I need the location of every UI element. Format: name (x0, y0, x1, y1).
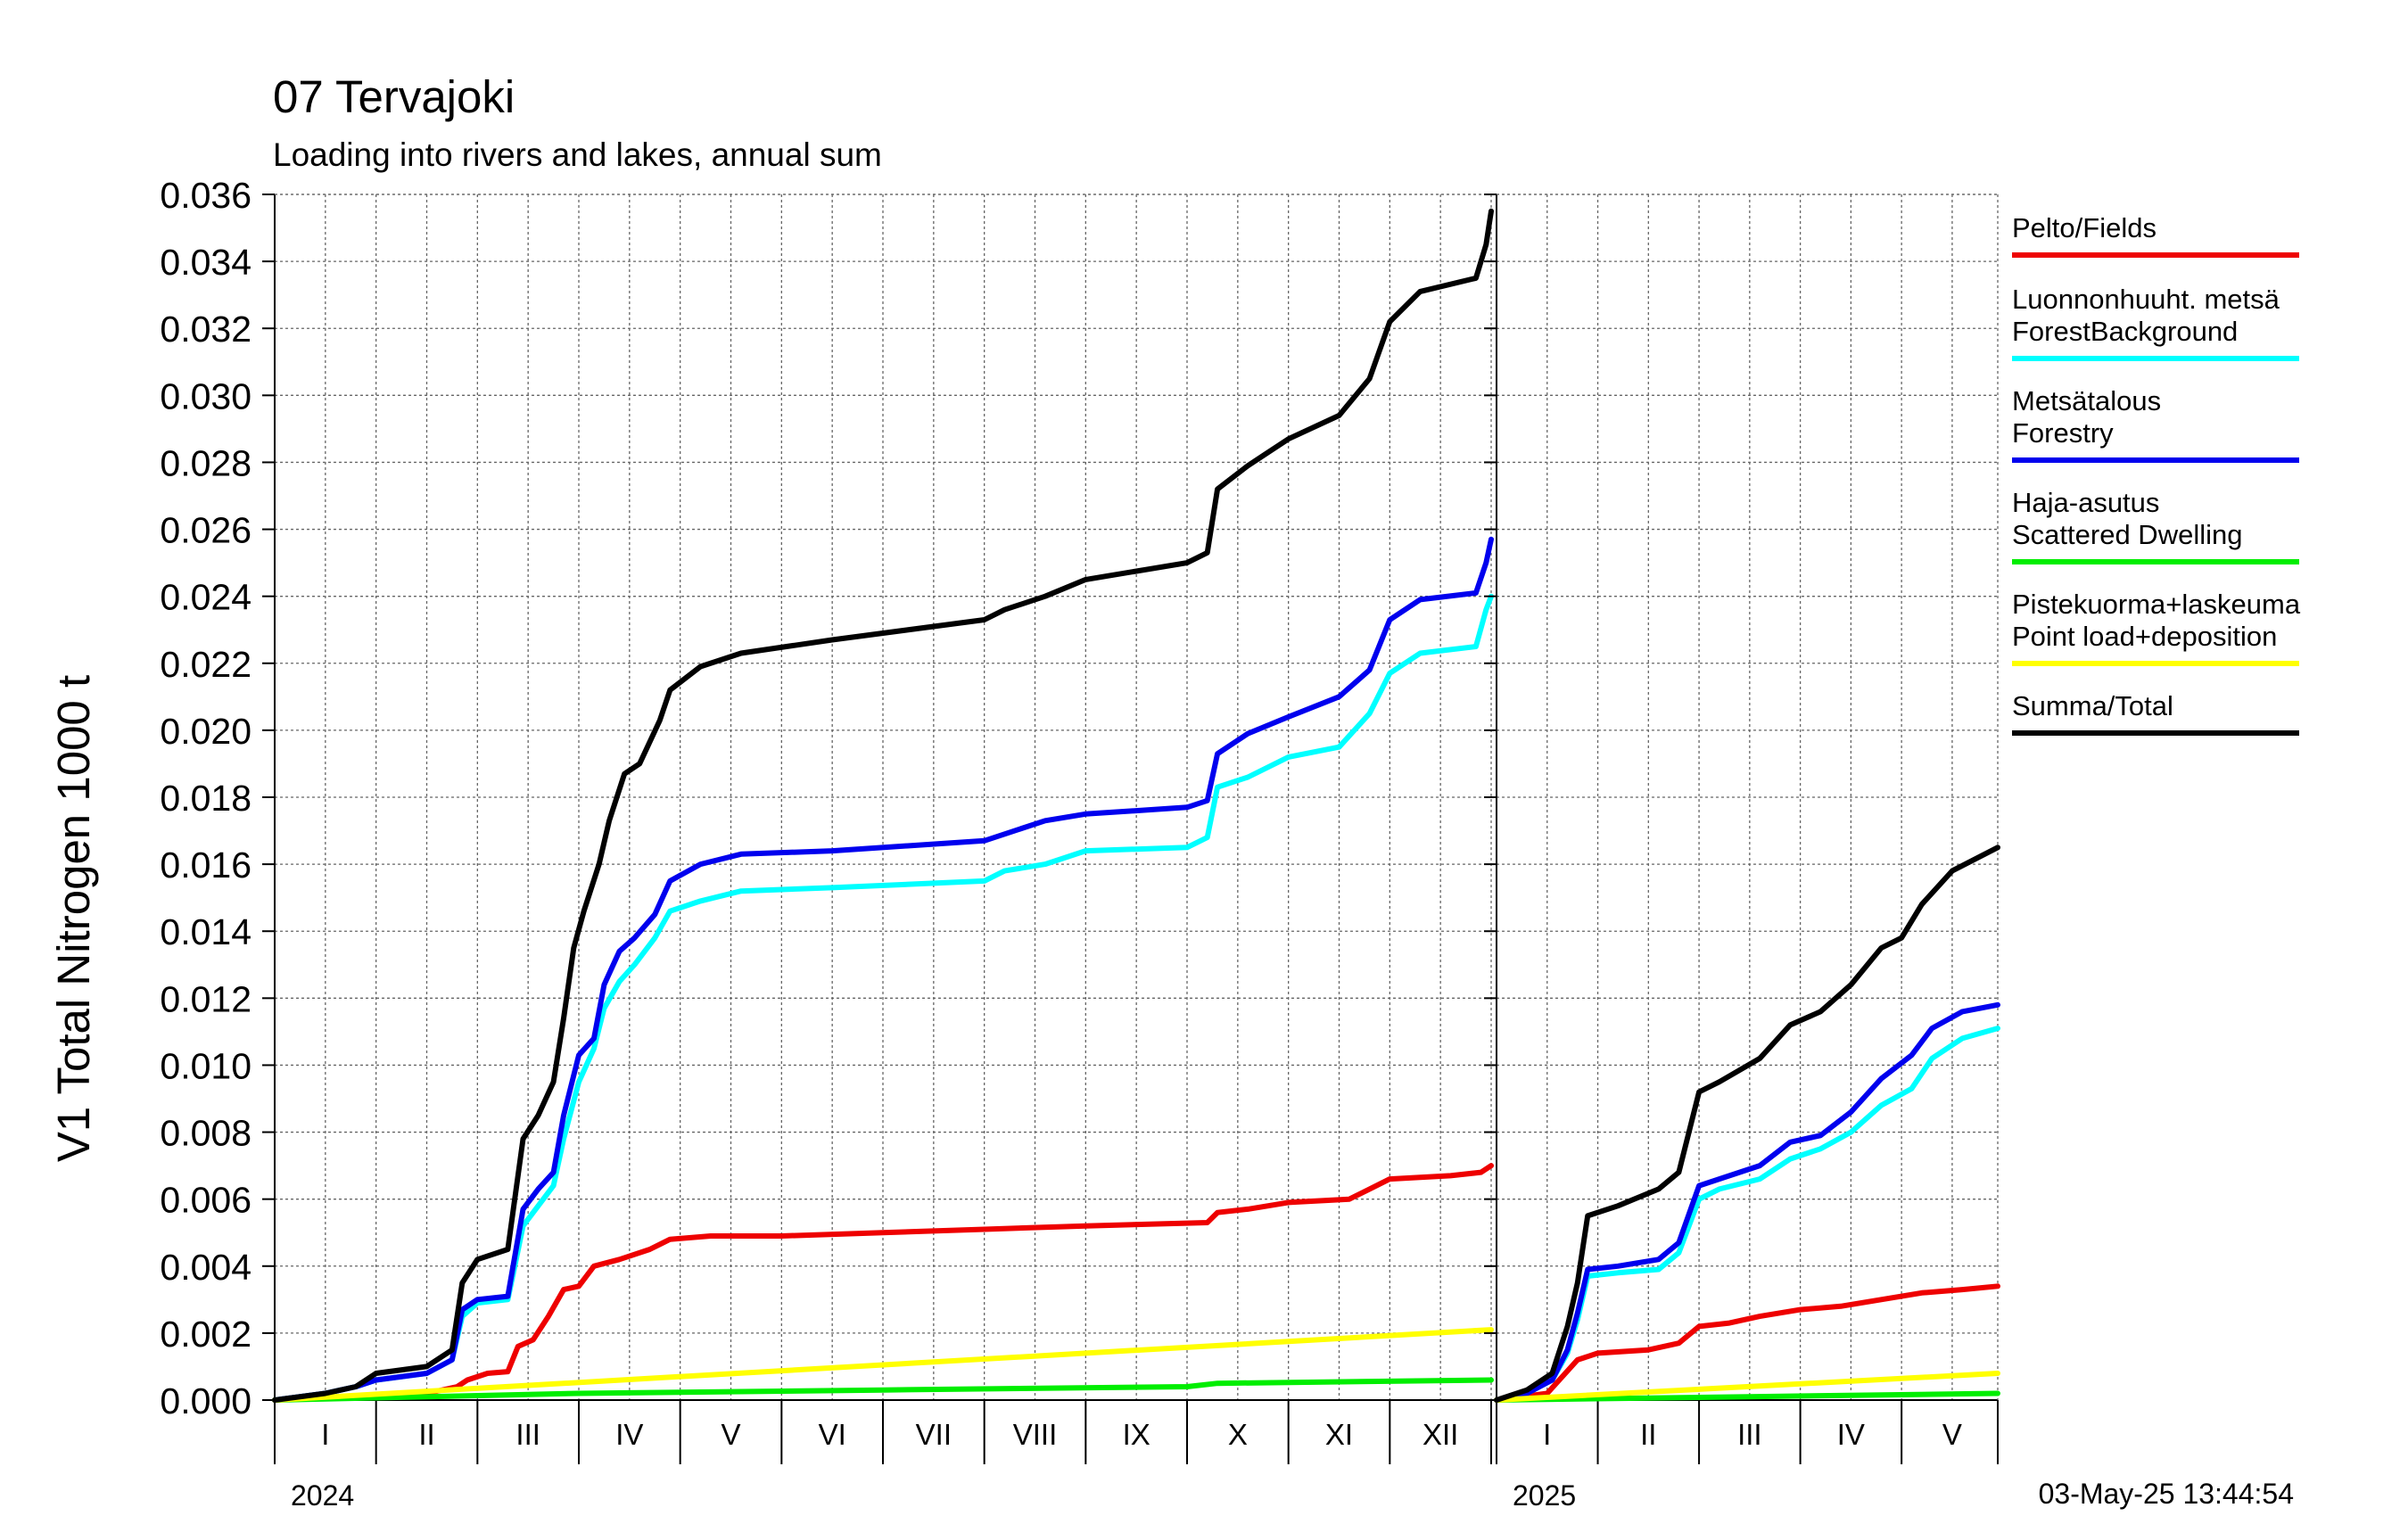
y-tick-label: 0.034 (160, 242, 252, 283)
legend-label-line: Haja-asutus (2012, 487, 2159, 518)
y-tick-label: 0.004 (160, 1247, 252, 1288)
month-label: III (515, 1418, 540, 1451)
legend-label-line: Pelto/Fields (2012, 212, 2156, 243)
month-label: IV (1837, 1418, 1865, 1451)
plot-layer: I II III IV V VI VII VIII IX X XI XII20240.0000.002… (160, 175, 2000, 1512)
y-tick-label: 0.010 (160, 1045, 252, 1086)
chart-title: 07 Tervajoki (273, 71, 515, 122)
month-label: II (1640, 1418, 1656, 1451)
month-label: II (418, 1418, 434, 1451)
month-label: V (1942, 1418, 1962, 1451)
series-line-2-2025 (1494, 1001, 2000, 1403)
month-label: VII (916, 1418, 952, 1451)
y-tick-label: 0.026 (160, 510, 252, 551)
year-label: 2025 (1513, 1479, 1576, 1512)
legend-label-line: Luonnonhuuht. metsä (2012, 284, 2280, 315)
y-tick-label: 0.006 (160, 1180, 252, 1221)
month-label: I (321, 1418, 329, 1451)
legend-label-line: Summa/Total (2012, 690, 2173, 721)
month-label: VI (819, 1418, 846, 1451)
series-line-5-2024 (272, 208, 1494, 1403)
legend-label-1: Luonnonhuuht. metsä ForestBackground (2012, 284, 2280, 347)
month-label: VIII (1013, 1418, 1058, 1451)
legend-label-line: Scattered Dwelling (2012, 519, 2242, 550)
timestamp: 03-May-25 13:44:54 (2039, 1478, 2294, 1510)
series-line-1-2024 (272, 593, 1494, 1403)
month-label: XII (1423, 1418, 1458, 1451)
month-label: XI (1325, 1418, 1353, 1451)
y-tick-label: 0.024 (160, 577, 252, 618)
series-line-5-2025 (1494, 845, 2000, 1403)
y-tick-label: 0.014 (160, 911, 252, 952)
series-line-3-2025 (1494, 1390, 2000, 1403)
y-tick-label: 0.036 (160, 175, 252, 216)
legend-label-line: Pistekuorma+laskeuma (2012, 589, 2301, 620)
y-tick-label: 0.028 (160, 442, 252, 483)
y-tick-label: 0.016 (160, 845, 252, 886)
y-tick-label: 0.000 (160, 1380, 252, 1421)
legend-label-line: Forestry (2012, 417, 2114, 449)
series-line-0-2024 (272, 1163, 1494, 1403)
month-label: V (721, 1418, 740, 1451)
legend-label-line: ForestBackground (2012, 316, 2238, 347)
y-tick-label: 0.022 (160, 644, 252, 685)
month-label: IX (1123, 1418, 1150, 1451)
legend-label-2: Metsätalous Forestry (2012, 385, 2161, 449)
month-label: X (1228, 1418, 1248, 1451)
legend-label-line: Metsätalous (2012, 385, 2161, 416)
legend-label-3: Haja-asutus Scattered Dwelling (2012, 487, 2242, 550)
y-tick-label: 0.018 (160, 778, 252, 819)
series-line-4-2024 (272, 1327, 1494, 1403)
y-tick-label: 0.032 (160, 309, 252, 350)
series-line-0-2025 (1494, 1283, 2000, 1403)
legend-label-5: Summa/Total (2012, 690, 2173, 721)
month-label: IV (615, 1418, 643, 1451)
y-tick-label: 0.002 (160, 1314, 252, 1355)
legend: Pelto/Fields Luonnonhuuht. metsä ForestBac… (2012, 212, 2301, 736)
legend-label-0: Pelto/Fields (2012, 212, 2156, 243)
legend-label-4: Pistekuorma+laskeuma Point load+depositio… (2012, 589, 2301, 652)
y-tick-label: 0.030 (160, 375, 252, 416)
y-tick-label: 0.012 (160, 978, 252, 1019)
year-label: 2024 (291, 1479, 354, 1512)
series-line-3-2024 (272, 1377, 1494, 1403)
legend-label-line: Point load+deposition (2012, 621, 2277, 652)
month-label: III (1737, 1418, 1762, 1451)
series-line-4-2025 (1494, 1371, 2000, 1403)
chart-subtitle: Loading into rivers and lakes, annual su… (273, 136, 882, 173)
y-axis-label: V1 Total Nitrogen 1000 t (48, 675, 99, 1162)
y-tick-label: 0.008 (160, 1113, 252, 1154)
y-tick-label: 0.020 (160, 711, 252, 752)
series-line-2-2024 (272, 536, 1494, 1403)
month-label: I (1543, 1418, 1551, 1451)
